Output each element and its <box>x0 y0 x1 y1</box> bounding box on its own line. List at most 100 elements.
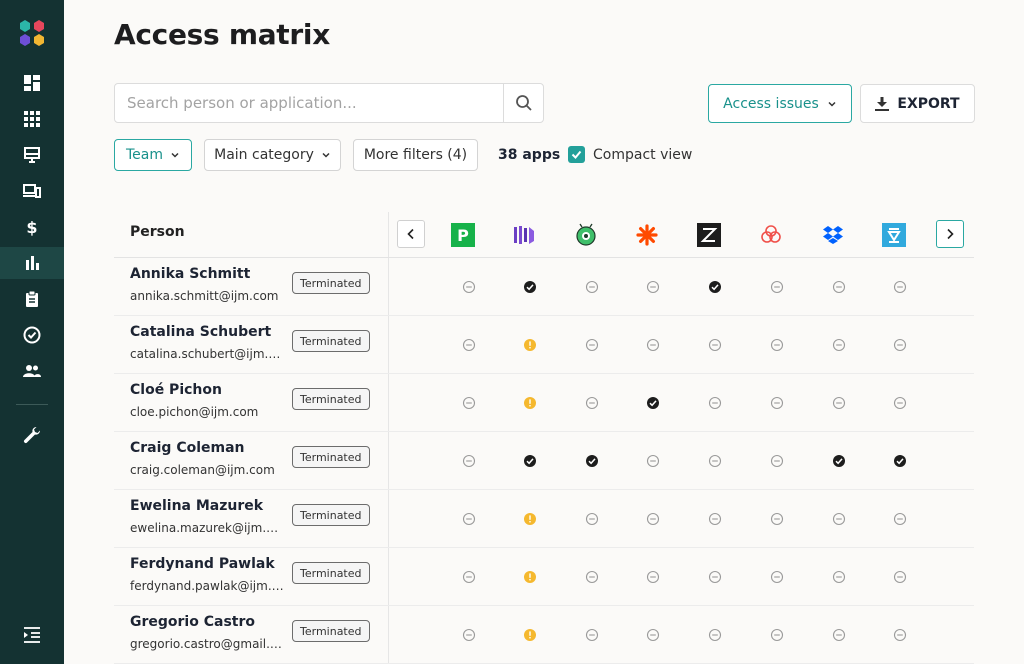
no-access-icon[interactable] <box>770 338 784 352</box>
sidebar-item-billing[interactable]: $ <box>0 211 64 243</box>
no-access-icon[interactable] <box>462 280 476 294</box>
app-bars-logo-icon[interactable] <box>512 223 536 247</box>
no-access-icon[interactable] <box>708 512 722 526</box>
no-access-icon[interactable] <box>770 570 784 584</box>
compact-view-checkbox[interactable] <box>568 146 585 163</box>
sidebar-item-tasks[interactable] <box>0 283 64 315</box>
table-row[interactable]: Ferdynand Pawlak ferdynand.pawlak@ijm.c..… <box>114 548 974 606</box>
table-row[interactable]: Craig Coleman craig.coleman@ijm.com Termin… <box>114 432 974 490</box>
no-access-icon[interactable] <box>646 628 660 642</box>
team-filter[interactable]: Team <box>114 139 192 171</box>
app-robot-logo-icon[interactable] <box>574 223 598 247</box>
sidebar-item-apps[interactable] <box>0 103 64 135</box>
access-warning-icon[interactable] <box>523 338 537 352</box>
no-access-icon[interactable] <box>708 628 722 642</box>
app-dropbox-logo-icon[interactable] <box>821 223 845 247</box>
access-granted-icon[interactable] <box>708 280 722 294</box>
compact-view-toggle[interactable]: Compact view <box>568 146 692 163</box>
no-access-icon[interactable] <box>893 338 907 352</box>
no-access-icon[interactable] <box>770 512 784 526</box>
no-access-icon[interactable] <box>708 338 722 352</box>
sidebar-collapse-toggle[interactable] <box>0 619 64 651</box>
sidebar-item-reviews[interactable] <box>0 319 64 351</box>
no-access-icon[interactable] <box>585 628 599 642</box>
no-access-icon[interactable] <box>770 396 784 410</box>
no-access-icon[interactable] <box>585 280 599 294</box>
no-access-icon[interactable] <box>708 570 722 584</box>
no-access-icon[interactable] <box>893 396 907 410</box>
no-access-icon[interactable] <box>893 280 907 294</box>
no-access-icon[interactable] <box>462 396 476 410</box>
access-granted-icon[interactable] <box>523 280 537 294</box>
search-button[interactable] <box>503 84 543 122</box>
person-name[interactable]: Catalina Schubert <box>130 324 272 340</box>
no-access-icon[interactable] <box>708 454 722 468</box>
table-row[interactable]: Annika Schmitt annika.schmitt@ijm.com Term… <box>114 258 974 316</box>
no-access-icon[interactable] <box>585 512 599 526</box>
table-row[interactable]: Cloé Pichon cloe.pichon@ijm.com Terminated <box>114 374 974 432</box>
no-access-icon[interactable] <box>832 396 846 410</box>
more-filters-button[interactable]: More filters (4) <box>353 139 478 171</box>
no-access-icon[interactable] <box>462 454 476 468</box>
table-row[interactable]: Gregorio Castro gregorio.castro@gmail.c..… <box>114 606 974 664</box>
no-access-icon[interactable] <box>585 396 599 410</box>
app-knot-logo-icon[interactable] <box>759 223 783 247</box>
export-button[interactable]: EXPORT <box>860 84 975 123</box>
access-warning-icon[interactable] <box>523 512 537 526</box>
sidebar-item-access-matrix[interactable] <box>0 247 64 279</box>
no-access-icon[interactable] <box>462 512 476 526</box>
person-name[interactable]: Ewelina Mazurek <box>130 498 264 514</box>
no-access-icon[interactable] <box>832 338 846 352</box>
no-access-icon[interactable] <box>462 338 476 352</box>
no-access-icon[interactable] <box>893 512 907 526</box>
no-access-icon[interactable] <box>646 338 660 352</box>
no-access-icon[interactable] <box>646 570 660 584</box>
no-access-icon[interactable] <box>770 454 784 468</box>
access-granted-icon[interactable] <box>585 454 599 468</box>
sidebar-item-dashboard[interactable] <box>0 67 64 99</box>
no-access-icon[interactable] <box>646 280 660 294</box>
no-access-icon[interactable] <box>832 512 846 526</box>
table-row[interactable]: Ewelina Mazurek ewelina.mazurek@ijm.c... T… <box>114 490 974 548</box>
no-access-icon[interactable] <box>646 512 660 526</box>
no-access-icon[interactable] <box>893 570 907 584</box>
sidebar-item-settings[interactable] <box>0 419 64 451</box>
no-access-icon[interactable] <box>585 338 599 352</box>
no-access-icon[interactable] <box>770 280 784 294</box>
person-name[interactable]: Annika Schmitt <box>130 266 251 282</box>
access-warning-icon[interactable] <box>523 396 537 410</box>
scroll-right-button[interactable] <box>936 220 964 248</box>
no-access-icon[interactable] <box>832 280 846 294</box>
no-access-icon[interactable] <box>462 570 476 584</box>
person-name[interactable]: Ferdynand Pawlak <box>130 556 275 572</box>
app-asterisk-logo-icon[interactable] <box>635 223 659 247</box>
sidebar-item-devices[interactable] <box>0 175 64 207</box>
app-z-logo-icon[interactable] <box>697 223 721 247</box>
scroll-left-button[interactable] <box>397 220 425 248</box>
main-category-filter[interactable]: Main category <box>204 139 341 171</box>
no-access-icon[interactable] <box>770 628 784 642</box>
access-warning-icon[interactable] <box>523 628 537 642</box>
person-name[interactable]: Cloé Pichon <box>130 382 222 398</box>
person-name[interactable]: Craig Coleman <box>130 440 245 456</box>
sidebar-item-desktop[interactable] <box>0 139 64 171</box>
no-access-icon[interactable] <box>893 628 907 642</box>
table-row[interactable]: Catalina Schubert catalina.schubert@ijm.c… <box>114 316 974 374</box>
access-granted-icon[interactable] <box>893 454 907 468</box>
person-name[interactable]: Gregorio Castro <box>130 614 255 630</box>
sidebar-item-people[interactable] <box>0 355 64 387</box>
no-access-icon[interactable] <box>585 570 599 584</box>
app-logo-icon[interactable] <box>17 18 47 48</box>
access-granted-icon[interactable] <box>646 396 660 410</box>
access-granted-icon[interactable] <box>523 454 537 468</box>
app-p-logo-icon[interactable]: P <box>451 223 475 247</box>
no-access-icon[interactable] <box>646 454 660 468</box>
no-access-icon[interactable] <box>832 628 846 642</box>
search-input[interactable] <box>115 84 503 122</box>
no-access-icon[interactable] <box>708 396 722 410</box>
access-warning-icon[interactable] <box>523 570 537 584</box>
access-issues-dropdown[interactable]: Access issues <box>708 84 852 123</box>
app-flag-logo-icon[interactable] <box>882 223 906 247</box>
no-access-icon[interactable] <box>462 628 476 642</box>
no-access-icon[interactable] <box>832 570 846 584</box>
